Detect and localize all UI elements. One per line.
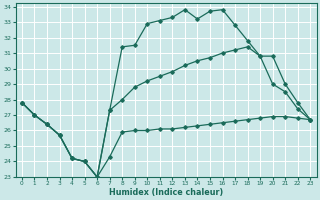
X-axis label: Humidex (Indice chaleur): Humidex (Indice chaleur) xyxy=(109,188,223,197)
